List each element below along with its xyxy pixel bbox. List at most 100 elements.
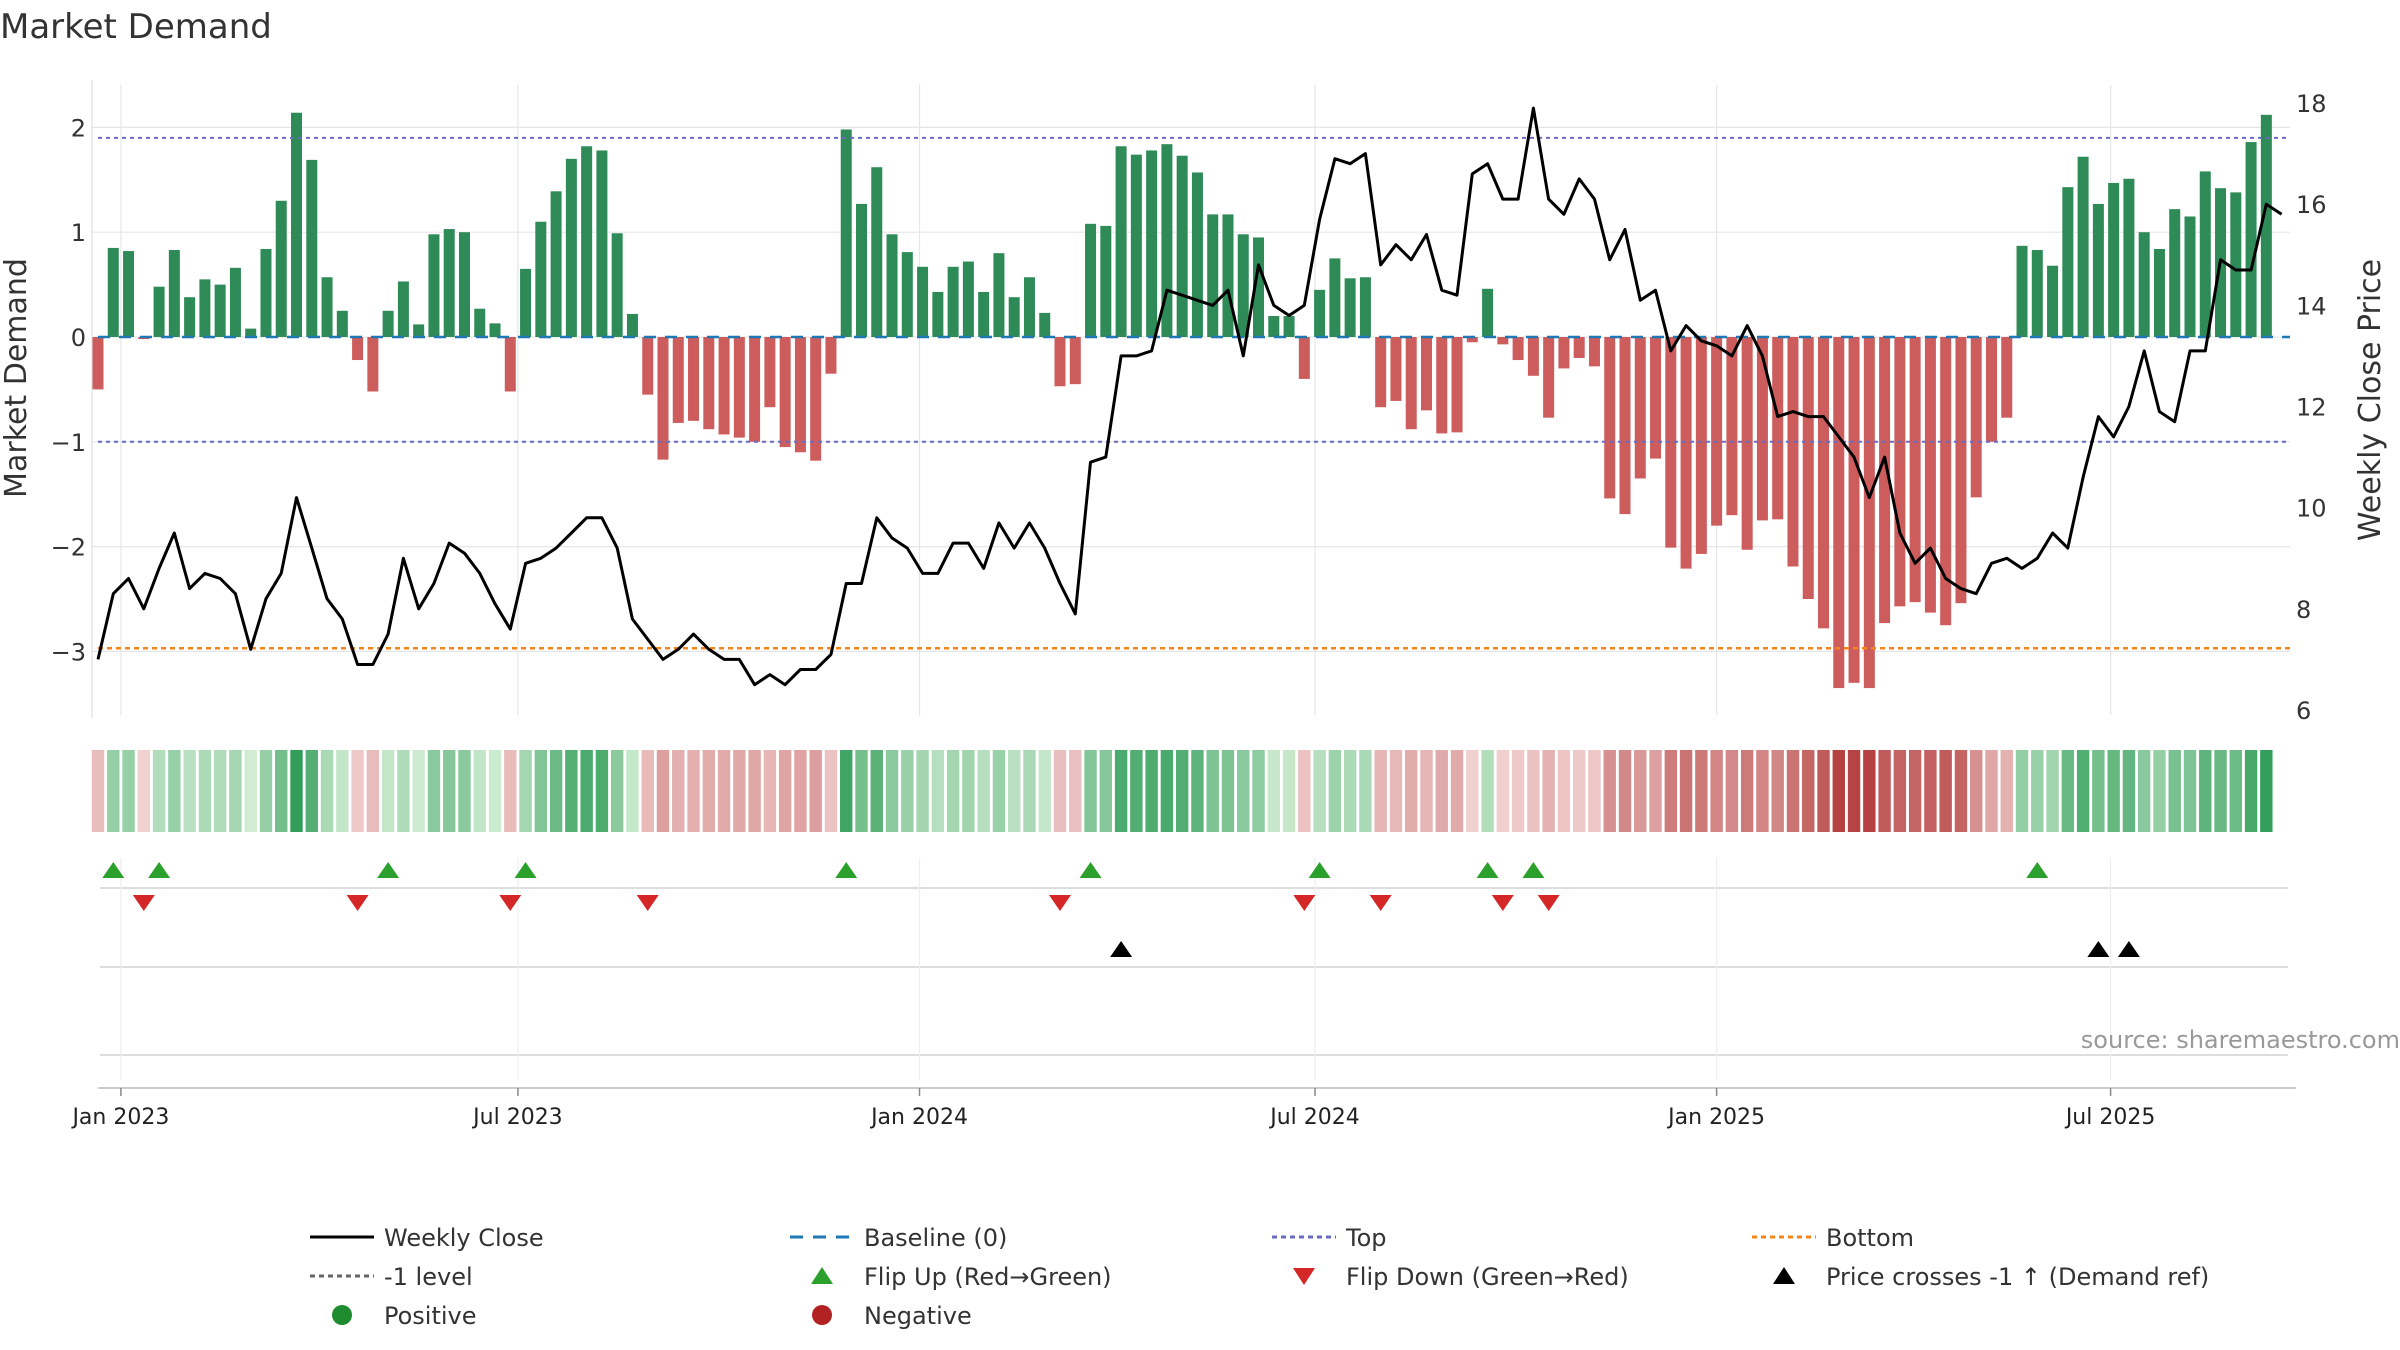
demand-bar	[1283, 316, 1295, 337]
strip-cell	[1389, 750, 1403, 832]
demand-bar	[1909, 337, 1921, 603]
strip-cell	[2229, 750, 2242, 832]
legend-label: Bottom	[1826, 1224, 1914, 1252]
flip-up-marker	[148, 862, 171, 878]
strip-cell	[1038, 750, 1051, 832]
demand-bar	[1604, 337, 1616, 499]
strip-cell	[1099, 750, 1113, 832]
strip-cell	[1160, 750, 1174, 832]
strip-cell	[1481, 750, 1494, 832]
y-tick-label: −3	[51, 638, 86, 666]
strip-cell	[916, 750, 929, 832]
demand-bar	[2077, 156, 2089, 337]
demand-bar	[520, 268, 532, 337]
strip-cell	[412, 750, 425, 832]
strip-cell	[2092, 750, 2105, 832]
demand-bar	[428, 234, 440, 337]
demand-bar	[947, 266, 959, 337]
strip-cell	[2168, 750, 2181, 832]
strip-cell	[1282, 750, 1296, 832]
strip-cell	[275, 750, 288, 832]
strip-cell	[1511, 750, 1525, 832]
x-tick-label: Jul 2024	[1268, 1105, 1360, 1130]
demand-bar	[856, 203, 867, 337]
strip-cell	[2107, 750, 2120, 832]
x-tick-label: Jan 2023	[70, 1105, 169, 1130]
x-tick-label: Jan 2024	[869, 1105, 968, 1130]
demand-bar	[1512, 337, 1524, 361]
demand-bar	[504, 337, 516, 392]
strip-cell	[1053, 750, 1067, 832]
demand-bar	[1558, 337, 1570, 369]
strip-cell	[1114, 750, 1128, 832]
demand-bar	[611, 233, 623, 337]
strip-cell	[1954, 750, 1968, 832]
strip-cell	[1649, 750, 1662, 832]
demand-bar	[718, 337, 730, 435]
strip-cell	[229, 750, 242, 832]
demand-bar	[550, 191, 562, 337]
strip-cell	[1542, 750, 1555, 832]
strip-cell	[962, 750, 975, 832]
y2-tick-label: 6	[2296, 697, 2311, 725]
strip-cell	[1298, 750, 1311, 832]
strip-cell	[1695, 750, 1708, 832]
strip-cell	[946, 750, 960, 832]
strip-cell	[1786, 750, 1800, 832]
legend-label: Positive	[384, 1302, 477, 1330]
strip-cell	[931, 750, 945, 832]
y-tick-label: −1	[51, 429, 86, 457]
legend-label: Price crosses -1 ↑ (Demand ref)	[1826, 1263, 2209, 1291]
flip-up-marker	[1308, 862, 1331, 878]
demand-bar	[1634, 337, 1646, 479]
flip-down-marker	[1049, 895, 1072, 911]
price-cross-marker	[1110, 941, 1133, 957]
flip-down-marker	[1293, 895, 1316, 911]
demand-bar	[2062, 187, 2074, 337]
legend-triangle-up-icon	[1773, 1267, 1795, 1284]
demand-bar	[1985, 337, 1997, 442]
legend-label: Flip Down (Green→Red)	[1346, 1263, 1629, 1291]
strip-cell	[137, 750, 151, 832]
strip-cell	[1802, 750, 1815, 832]
strip-cell	[824, 750, 838, 832]
demand-bar	[2153, 248, 2165, 337]
demand-bar	[901, 252, 913, 337]
demand-bar	[397, 281, 409, 337]
demand-bar	[245, 328, 257, 337]
strip-cell	[2000, 750, 2013, 832]
demand-bar	[1405, 337, 1417, 430]
flip-down-marker	[499, 895, 522, 911]
strip-cell	[1557, 750, 1571, 832]
demand-bar	[474, 308, 486, 337]
demand-bar	[291, 112, 303, 337]
strip-cell	[2183, 750, 2197, 832]
strip-cell	[183, 750, 196, 832]
strip-cell	[2137, 750, 2151, 832]
strip-cell	[1450, 750, 1464, 832]
demand-bar	[2001, 337, 2013, 418]
demand-bar	[2169, 209, 2181, 337]
strip-cell	[1191, 750, 1204, 832]
demand-bar	[1130, 154, 1142, 337]
strip-cell	[427, 750, 441, 832]
demand-bar	[962, 261, 974, 337]
legend-item: Flip Up (Red→Green)	[811, 1263, 1112, 1291]
legend-item: Baseline (0)	[790, 1224, 1007, 1252]
demand-bar	[2016, 245, 2028, 337]
demand-bar	[1314, 289, 1326, 337]
demand-bar	[1191, 172, 1203, 337]
legend-label: Flip Up (Red→Green)	[864, 1263, 1112, 1291]
flip-up-marker	[102, 862, 125, 878]
strip-cell	[1893, 750, 1907, 832]
demand-bar	[1344, 278, 1356, 337]
demand-bar	[840, 129, 852, 337]
legend-circle-icon	[812, 1305, 832, 1325]
strip-cell	[305, 750, 318, 832]
strip-cell	[580, 750, 593, 832]
demand-bar	[352, 337, 364, 361]
legend: Weekly Close Baseline (0) Top Bottom -1 leve…	[310, 1224, 2209, 1330]
demand-bar	[1527, 337, 1539, 376]
strip-cell	[840, 750, 853, 832]
strip-cell	[534, 750, 548, 832]
